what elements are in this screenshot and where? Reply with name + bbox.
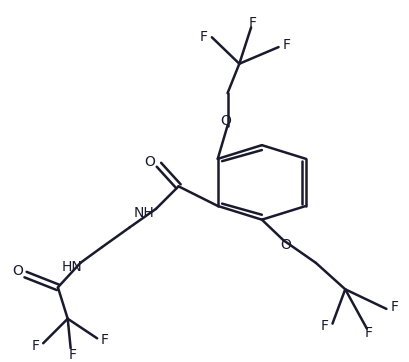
Text: F: F	[31, 339, 39, 353]
Text: O: O	[279, 238, 290, 252]
Text: F: F	[389, 300, 397, 314]
Text: F: F	[282, 38, 290, 52]
Text: F: F	[364, 327, 372, 340]
Text: F: F	[248, 16, 256, 30]
Text: NH: NH	[133, 206, 154, 220]
Text: F: F	[101, 333, 109, 347]
Text: F: F	[68, 348, 76, 362]
Text: O: O	[12, 264, 23, 278]
Text: F: F	[320, 319, 328, 333]
Text: O: O	[220, 114, 230, 128]
Text: HN: HN	[61, 260, 82, 274]
Text: F: F	[200, 30, 207, 44]
Text: O: O	[144, 155, 155, 169]
